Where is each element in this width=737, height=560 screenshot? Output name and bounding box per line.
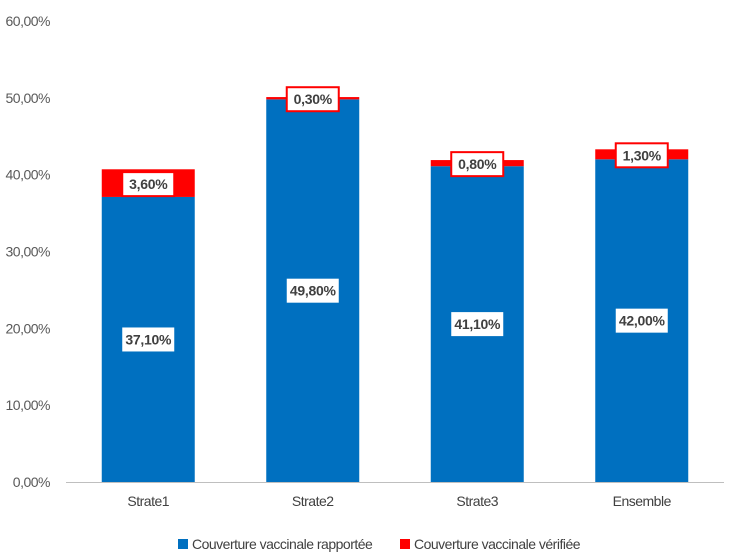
y-tick-label: 10,00% — [6, 397, 51, 413]
legend-label: Couverture vaccinale rapportée — [192, 536, 373, 552]
x-tick-label: Strate1 — [127, 493, 169, 509]
legend-item-verifiee: Couverture vaccinale vérifiée — [400, 536, 581, 552]
x-tick-label: Strate3 — [456, 493, 498, 509]
y-tick-label: 0,00% — [13, 474, 50, 490]
data-label-text: 49,80% — [290, 283, 337, 299]
y-tick-label: 60,00% — [6, 13, 51, 29]
data-label-box — [121, 171, 176, 198]
data-label-box — [286, 278, 339, 303]
data-label-verifiee-strate1: 3,60% — [121, 171, 176, 198]
bars — [101, 97, 689, 483]
data-label-box — [615, 308, 668, 333]
data-label-rapportee-strate3: 41,10% — [451, 312, 504, 337]
data-label-rapportee-strate1: 37,10% — [122, 327, 175, 352]
data-label-text: 37,10% — [125, 331, 172, 347]
data-label-verifiee-ensemble: 1,30% — [614, 142, 669, 169]
data-label-box — [285, 86, 340, 113]
data-label-box — [450, 151, 505, 178]
y-tick-label: 40,00% — [6, 167, 51, 183]
y-tick-label: 30,00% — [6, 244, 51, 260]
y-axis: 0,00% 10,00% 20,00% 30,00% 40,00% 50,00% 60,00… — [6, 13, 51, 490]
data-label-text: 0,30% — [294, 91, 333, 107]
x-tick-label: Ensemble — [613, 493, 672, 509]
data-label-text: 0,80% — [458, 156, 497, 172]
y-tick-label: 50,00% — [6, 90, 51, 106]
data-label-rapportee-ensemble: 42,00% — [615, 308, 668, 333]
data-labels: 37,10% 49,80% 41,10% 42,00% 3,60% 0,30% 0,80% 1… — [121, 86, 669, 352]
data-label-box — [614, 142, 669, 169]
data-label-text: 3,60% — [129, 176, 168, 192]
data-label-text: 41,10% — [454, 316, 501, 332]
data-label-text: 42,00% — [619, 313, 666, 329]
data-label-box — [122, 327, 175, 352]
legend-swatch — [400, 539, 410, 549]
data-label-text: 1,30% — [623, 147, 662, 163]
data-label-verifiee-strate2: 0,30% — [285, 86, 340, 113]
data-label-rapportee-strate2: 49,80% — [286, 278, 339, 303]
x-axis: Strate1 Strate2 Strate3 Ensemble — [66, 482, 724, 509]
y-tick-label: 20,00% — [6, 320, 51, 336]
legend-swatch — [178, 539, 188, 549]
data-label-box — [451, 312, 504, 337]
data-label-verifiee-strate3: 0,80% — [450, 151, 505, 178]
legend-item-rapportee: Couverture vaccinale rapportée — [178, 536, 374, 552]
x-tick-label: Strate2 — [292, 493, 334, 509]
legend-label: Couverture vaccinale vérifiée — [414, 536, 581, 552]
legend: Couverture vaccinale rapportée Couverture… — [178, 536, 581, 552]
